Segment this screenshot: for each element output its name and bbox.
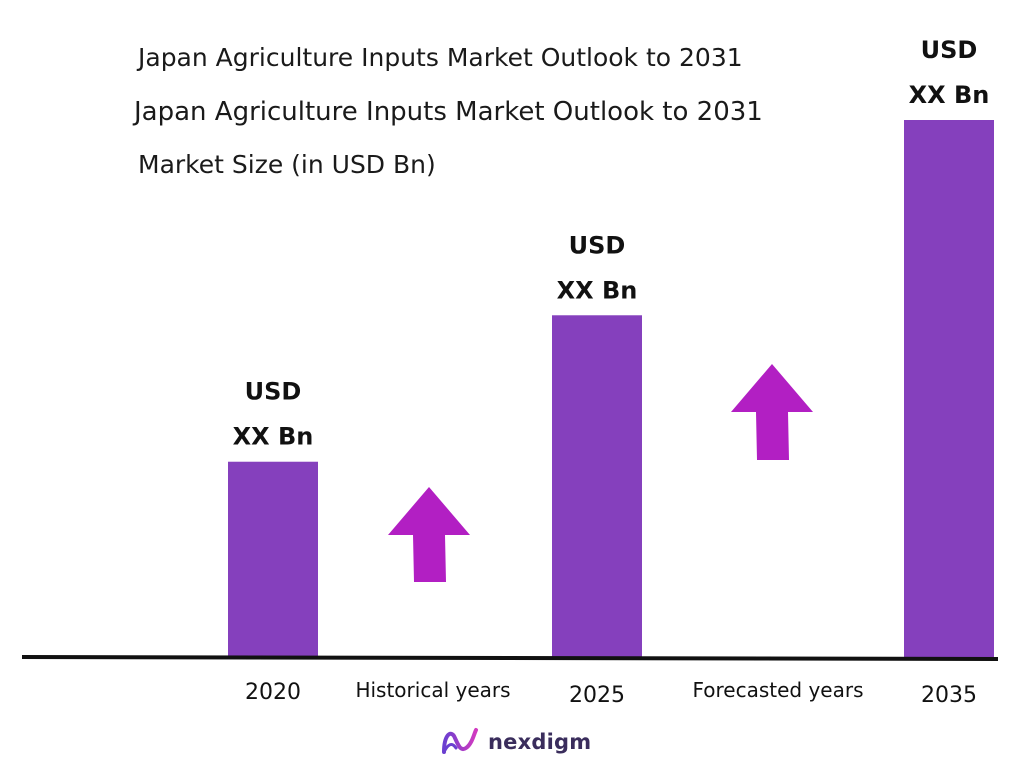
data-label-2020-line2: XX Bn <box>233 423 314 451</box>
period-label-1: Historical years <box>355 678 510 702</box>
data-label-2035-line1: USD <box>921 36 978 64</box>
data-label-2025-line2: XX Bn <box>557 276 638 304</box>
bar-2020 <box>228 461 318 657</box>
x-tick-label-2020: 2020 <box>245 680 301 705</box>
x-axis-line <box>21 655 999 661</box>
data-label-2035-line2: XX Bn <box>909 81 990 109</box>
logo-text: nexdigm <box>488 730 592 754</box>
nexdigm-logo: nexdigm <box>440 724 591 760</box>
chart-title: Japan Agriculture Inputs Market Outlook … <box>138 43 743 72</box>
data-label-2020-line1: USD <box>245 378 302 406</box>
chart-subtitle: Market Size (in USD Bn) <box>138 150 436 179</box>
x-tick-label-2035: 2035 <box>921 683 977 708</box>
bars-layer <box>228 120 994 657</box>
nexdigm-logo-icon <box>442 728 478 754</box>
bar-2035 <box>904 120 994 657</box>
chart-title-repeat: Japan Agriculture Inputs Market Outlook … <box>134 97 763 127</box>
period-label-2: Forecasted years <box>692 678 863 702</box>
up-arrow-icon <box>388 487 470 582</box>
arrows-layer <box>388 364 813 582</box>
data-label-2025-line1: USD <box>569 231 626 259</box>
labels-layer: USD XX Bn 2020 USD XX Bn 2025 USD XX Bn 2035 Hist… <box>233 36 990 708</box>
up-arrow-icon <box>731 364 813 460</box>
x-tick-label-2025: 2025 <box>569 683 625 708</box>
bar-2025 <box>552 315 642 657</box>
